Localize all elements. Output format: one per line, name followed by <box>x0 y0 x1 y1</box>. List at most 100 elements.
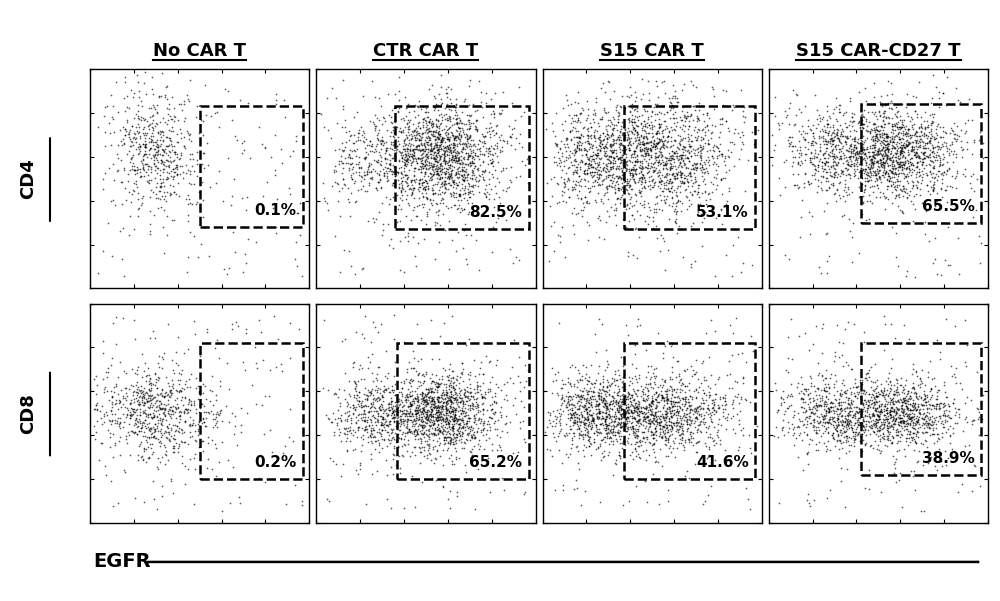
Point <box>578 158 594 168</box>
Point <box>175 400 191 410</box>
Point <box>856 112 872 122</box>
Point <box>767 112 783 121</box>
Point <box>682 141 698 151</box>
Point <box>514 156 530 166</box>
Point <box>870 168 886 178</box>
Point <box>413 133 429 142</box>
Point <box>842 402 858 412</box>
Point <box>622 198 638 207</box>
Point <box>598 124 614 134</box>
Point <box>964 416 980 426</box>
Point <box>446 145 462 155</box>
Point <box>445 113 461 123</box>
Point <box>410 371 426 380</box>
Point <box>401 424 417 434</box>
Point <box>872 435 888 444</box>
Point <box>398 156 414 165</box>
Point <box>429 148 445 157</box>
Point <box>150 146 166 156</box>
Point <box>414 389 430 398</box>
Point <box>176 407 192 417</box>
Point <box>818 424 834 434</box>
Point <box>556 396 572 406</box>
Point <box>835 169 851 179</box>
Point <box>636 413 652 423</box>
Point <box>406 148 422 157</box>
Point <box>415 430 431 439</box>
Point <box>268 222 284 231</box>
Point <box>648 101 664 111</box>
Point <box>115 393 131 403</box>
Point <box>93 438 109 448</box>
Point <box>453 132 469 141</box>
Point <box>640 149 656 159</box>
Point <box>455 165 471 175</box>
Point <box>403 176 419 186</box>
Point <box>610 117 626 127</box>
Point <box>122 398 138 408</box>
Point <box>635 409 651 418</box>
Point <box>573 394 589 403</box>
Point <box>876 431 892 441</box>
Point <box>667 171 683 180</box>
Point <box>419 160 435 170</box>
Point <box>392 193 408 203</box>
Point <box>369 466 385 476</box>
Point <box>790 421 806 431</box>
Point <box>448 374 464 384</box>
Point <box>868 111 884 120</box>
Point <box>857 164 873 174</box>
Point <box>188 112 204 121</box>
Point <box>598 419 614 429</box>
Point <box>631 163 647 172</box>
Point <box>143 168 159 177</box>
Point <box>908 419 924 429</box>
Point <box>424 423 440 433</box>
Point <box>805 140 821 150</box>
Point <box>624 390 640 400</box>
Point <box>433 421 449 431</box>
Point <box>438 416 454 426</box>
Point <box>505 400 521 410</box>
Point <box>483 184 499 194</box>
Point <box>818 146 834 156</box>
Point <box>420 165 436 174</box>
Point <box>599 165 615 174</box>
Point <box>439 125 455 135</box>
Point <box>849 382 865 392</box>
Point <box>899 396 915 406</box>
Point <box>153 182 169 191</box>
Point <box>681 116 697 126</box>
Point <box>450 168 466 178</box>
Point <box>572 157 588 166</box>
Point <box>900 406 916 415</box>
Point <box>439 396 455 406</box>
Point <box>897 421 913 431</box>
Point <box>379 427 395 437</box>
Point <box>391 96 407 105</box>
Point <box>446 135 462 145</box>
Point <box>394 406 410 416</box>
Point <box>889 388 905 397</box>
Point <box>432 159 448 169</box>
Point <box>404 189 420 199</box>
Point <box>624 421 640 431</box>
Point <box>613 156 629 165</box>
Point <box>793 148 809 158</box>
Point <box>484 169 500 179</box>
Point <box>383 410 399 420</box>
Point <box>627 125 643 135</box>
Point <box>432 407 448 416</box>
Point <box>417 141 433 151</box>
Point <box>674 144 690 154</box>
Point <box>798 383 814 393</box>
Point <box>830 140 846 150</box>
Point <box>878 156 894 165</box>
Point <box>394 180 410 189</box>
Point <box>136 78 152 88</box>
Point <box>445 177 461 187</box>
Point <box>605 159 621 168</box>
Point <box>377 415 393 424</box>
Point <box>148 194 164 203</box>
Point <box>601 413 617 423</box>
